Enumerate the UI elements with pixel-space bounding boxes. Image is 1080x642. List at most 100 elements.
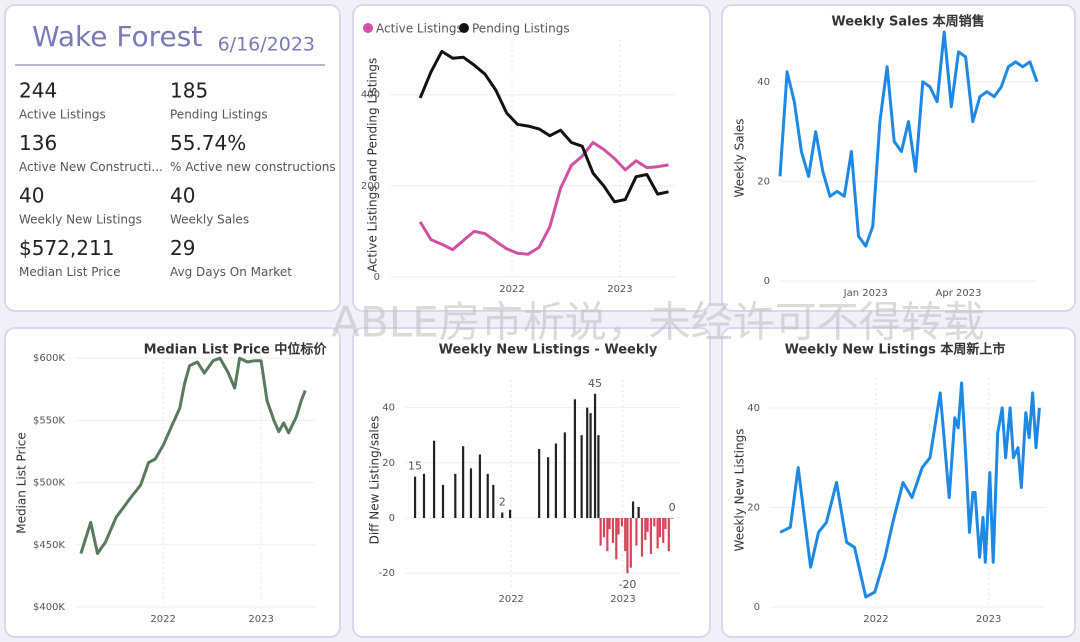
bar [478, 454, 481, 518]
bar [508, 509, 512, 518]
bar [646, 518, 649, 532]
kpi-title: Wake Forest [32, 20, 202, 53]
bar [644, 518, 647, 541]
x-tick-label: 2023 [976, 614, 1001, 625]
y-tick-label: $600K [33, 353, 65, 364]
bar [454, 473, 457, 518]
line [79, 356, 307, 555]
bar [653, 518, 656, 527]
kpi-panel [4, 4, 341, 312]
x-tick-label: 2023 [610, 594, 635, 605]
legend-label: Pending Listings [472, 22, 570, 36]
y-tick-label: $550K [33, 415, 65, 426]
bar [597, 435, 600, 518]
y-tick-label: -20 [379, 568, 395, 579]
x-tick-label: 2022 [863, 614, 888, 625]
y-axis-label: Median List Price [15, 432, 29, 534]
bar [671, 518, 674, 519]
y-axis-label: Diff New Listing/sales [368, 416, 382, 545]
data-label: 0 [669, 501, 676, 514]
y-tick-label: 0 [389, 513, 395, 524]
bar [546, 457, 550, 518]
bar [593, 393, 597, 518]
bar [667, 518, 670, 552]
x-tick-label: Jan 2023 [843, 288, 888, 299]
bar [422, 473, 426, 518]
bar [586, 407, 589, 518]
chart-title: Weekly Sales 本周销售 [831, 14, 984, 30]
bar [631, 501, 635, 518]
data-label: 45 [588, 377, 602, 390]
legend-marker [363, 23, 373, 33]
x-tick-label: 2022 [498, 594, 523, 605]
x-tick-label: 2023 [607, 284, 632, 295]
line [418, 141, 669, 256]
bar [658, 518, 661, 538]
bar [554, 443, 558, 518]
bar [637, 506, 640, 518]
bar [492, 484, 495, 518]
y-tick-label: 20 [747, 502, 760, 513]
kpi-value: 244 [19, 79, 57, 103]
kpi-label: Active New Constructi... [19, 160, 163, 174]
kpi-value: 136 [19, 131, 57, 155]
y-tick-label: 0 [374, 272, 380, 283]
kpi-value: 185 [170, 79, 208, 103]
bar [580, 435, 583, 518]
bar [615, 518, 618, 560]
chart-panel [352, 4, 711, 312]
y-axis-label: Weekly Sales [733, 118, 747, 197]
bar [624, 518, 627, 552]
y-axis-label: Weekly New Listings [733, 429, 747, 552]
bar [469, 468, 473, 518]
kpi-label: Avg Days On Market [170, 265, 292, 279]
kpi-label: Median List Price [19, 265, 121, 279]
y-tick-label: $400K [33, 602, 65, 613]
chart-title: Weekly New Listings - Weekly [439, 343, 658, 358]
y-tick-label: 40 [747, 403, 760, 414]
kpi-value: 55.74% [170, 131, 246, 155]
x-tick-label: 2022 [499, 284, 524, 295]
legend-label: Active Listings [376, 22, 463, 36]
kpi-label: Pending Listings [170, 108, 268, 122]
bar [640, 518, 644, 557]
bar [656, 518, 659, 549]
y-tick-label: 40 [757, 77, 770, 88]
legend-marker [459, 23, 469, 33]
bar [563, 432, 566, 518]
data-label: 2 [499, 495, 506, 508]
y-tick-label: 0 [754, 602, 760, 613]
chart-title: Weekly New Listings 本周新上市 [785, 342, 1006, 358]
kpi-label: Active Listings [19, 108, 106, 122]
chart-title: Median List Price 中位标价 [144, 342, 328, 358]
data-label: -20 [618, 578, 636, 591]
chart-panel [721, 4, 1076, 312]
kpi-value: 29 [170, 236, 195, 260]
bar [432, 440, 436, 518]
bar [649, 518, 653, 554]
kpi-label: Weekly New Listings [19, 213, 142, 227]
kpi-value: $572,211 [19, 236, 114, 260]
bar [538, 449, 541, 518]
y-tick-label: 20 [757, 176, 770, 187]
bar [441, 484, 445, 518]
bar [486, 473, 489, 518]
y-tick-label: 20 [382, 458, 395, 469]
bar [462, 446, 465, 518]
y-tick-label: $500K [33, 478, 65, 489]
bar [606, 518, 609, 552]
bar [599, 518, 602, 546]
kpi-label: % Active new constructions [170, 160, 336, 174]
bar [608, 518, 611, 530]
bar [589, 413, 592, 518]
line [778, 30, 1039, 248]
x-tick-label: 2023 [248, 614, 273, 625]
bar [664, 518, 667, 530]
x-tick-label: Apr 2023 [936, 288, 982, 299]
chart-panel [352, 327, 711, 638]
data-label: 15 [408, 460, 422, 473]
kpi-value: 40 [170, 184, 195, 208]
bar [620, 518, 623, 527]
bar [501, 512, 504, 518]
